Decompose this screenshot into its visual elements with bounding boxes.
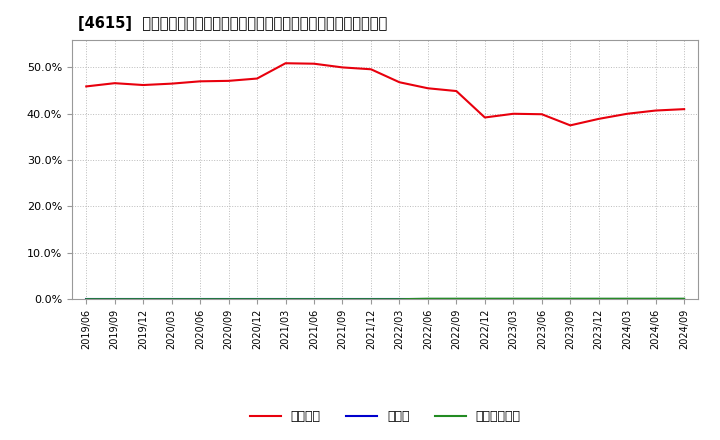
繰延税金資産 bbox=[680, 296, 688, 301]
のれん bbox=[338, 297, 347, 302]
自己資本 bbox=[225, 78, 233, 84]
のれん bbox=[480, 297, 489, 302]
繰延税金資産 bbox=[366, 297, 375, 302]
のれん bbox=[310, 297, 318, 302]
のれん bbox=[82, 297, 91, 302]
自己資本 bbox=[452, 88, 461, 94]
のれん bbox=[395, 297, 404, 302]
繰延税金資産 bbox=[480, 296, 489, 301]
自己資本 bbox=[566, 123, 575, 128]
繰延税金資産 bbox=[253, 297, 261, 302]
繰延税金資産 bbox=[196, 297, 204, 302]
のれん bbox=[680, 297, 688, 302]
繰延税金資産 bbox=[310, 297, 318, 302]
自己資本 bbox=[652, 108, 660, 113]
自己資本 bbox=[366, 66, 375, 72]
自己資本 bbox=[680, 106, 688, 112]
自己資本 bbox=[423, 86, 432, 91]
のれん bbox=[452, 297, 461, 302]
自己資本 bbox=[167, 81, 176, 86]
自己資本 bbox=[110, 81, 119, 86]
繰延税金資産 bbox=[395, 297, 404, 302]
繰延税金資産 bbox=[139, 297, 148, 302]
繰延税金資産 bbox=[338, 297, 347, 302]
繰延税金資産 bbox=[452, 296, 461, 301]
のれん bbox=[225, 297, 233, 302]
繰延税金資産 bbox=[167, 297, 176, 302]
Legend: 自己資本, のれん, 繰延税金資産: 自己資本, のれん, 繰延税金資産 bbox=[245, 405, 526, 428]
自己資本 bbox=[82, 84, 91, 89]
繰延税金資産 bbox=[537, 296, 546, 301]
自己資本 bbox=[509, 111, 518, 117]
のれん bbox=[423, 297, 432, 302]
自己資本 bbox=[480, 115, 489, 120]
自己資本 bbox=[338, 65, 347, 70]
自己資本 bbox=[310, 61, 318, 66]
のれん bbox=[623, 297, 631, 302]
のれん bbox=[253, 297, 261, 302]
繰延税金資産 bbox=[423, 296, 432, 301]
のれん bbox=[537, 297, 546, 302]
自己資本 bbox=[623, 111, 631, 117]
自己資本 bbox=[395, 80, 404, 85]
のれん bbox=[509, 297, 518, 302]
のれん bbox=[595, 297, 603, 302]
自己資本 bbox=[595, 116, 603, 121]
のれん bbox=[196, 297, 204, 302]
自己資本 bbox=[253, 76, 261, 81]
繰延税金資産 bbox=[282, 297, 290, 302]
のれん bbox=[566, 297, 575, 302]
繰延税金資産 bbox=[595, 296, 603, 301]
繰延税金資産 bbox=[509, 296, 518, 301]
繰延税金資産 bbox=[623, 296, 631, 301]
繰延税金資産 bbox=[110, 297, 119, 302]
自己資本 bbox=[537, 112, 546, 117]
のれん bbox=[652, 297, 660, 302]
のれん bbox=[139, 297, 148, 302]
のれん bbox=[110, 297, 119, 302]
繰延税金資産 bbox=[82, 297, 91, 302]
Text: [4615]  自己資本、のれん、繰延税金資産の総資産に対する比率の推移: [4615] 自己資本、のれん、繰延税金資産の総資産に対する比率の推移 bbox=[78, 16, 387, 32]
Line: 自己資本: 自己資本 bbox=[86, 63, 684, 125]
繰延税金資産 bbox=[566, 296, 575, 301]
自己資本 bbox=[282, 61, 290, 66]
自己資本 bbox=[139, 82, 148, 88]
のれん bbox=[167, 297, 176, 302]
自己資本 bbox=[196, 79, 204, 84]
繰延税金資産 bbox=[225, 297, 233, 302]
のれん bbox=[366, 297, 375, 302]
繰延税金資産 bbox=[652, 296, 660, 301]
のれん bbox=[282, 297, 290, 302]
